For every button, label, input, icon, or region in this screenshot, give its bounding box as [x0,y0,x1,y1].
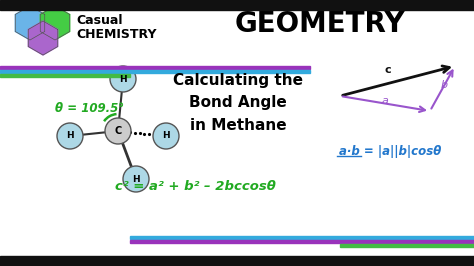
Bar [130,236,474,239]
Text: θ = 109.5°: θ = 109.5° [55,102,124,115]
Bar [130,240,474,243]
Text: c: c [384,65,391,75]
Text: Casual: Casual [76,15,122,27]
Bar [0,0,474,10]
Text: GEOMETRY: GEOMETRY [235,10,405,38]
Circle shape [105,118,131,144]
Text: Calculating the
Bond Angle
in Methane: Calculating the Bond Angle in Methane [173,73,303,133]
Polygon shape [40,6,70,40]
Bar [0,256,474,266]
Text: b: b [440,81,447,90]
Text: H: H [66,131,74,140]
Bar [0,74,130,77]
Text: a: a [382,96,388,106]
Polygon shape [15,6,45,40]
Text: H: H [119,74,127,84]
Text: CHEMISTRY: CHEMISTRY [76,27,156,40]
Text: H: H [162,131,170,140]
Polygon shape [28,21,58,55]
Circle shape [110,66,136,92]
Bar [340,244,474,247]
Text: C: C [114,126,122,136]
Text: a·b = |a||b|cosθ: a·b = |a||b|cosθ [339,144,441,157]
Text: c² = a² + b² – 2bccosθ: c² = a² + b² – 2bccosθ [115,180,275,193]
Circle shape [123,166,149,192]
Bar [0,70,310,73]
Circle shape [153,123,179,149]
Circle shape [57,123,83,149]
Text: H: H [132,174,140,184]
Bar [0,66,310,69]
